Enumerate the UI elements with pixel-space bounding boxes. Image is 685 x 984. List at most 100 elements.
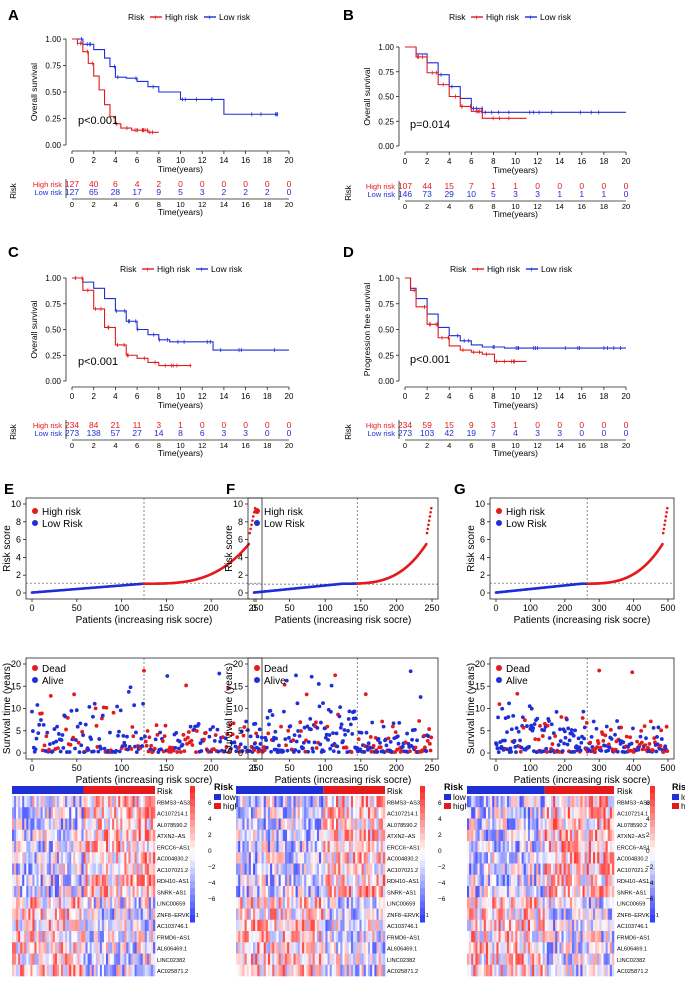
heatmap-cell [61,863,64,876]
heatmap-cell [299,953,303,966]
heatmap-cell [18,818,21,831]
heatmap-cell [146,942,150,954]
heatmap-cell [597,796,600,808]
alive-point [73,746,77,751]
risk-table-x-tick: 6 [469,202,473,211]
heatmap-cell [380,807,384,819]
heatmap-cell [331,829,335,842]
heatmap-cell [26,841,29,853]
risk-table-x-tick: 16 [241,200,249,209]
heatmap-cell [265,886,269,898]
heatmap-cell [22,841,25,853]
legend-high-label: High risk [486,12,520,22]
panel-letter: A [8,7,19,24]
heatmap-cell [58,931,62,943]
heatmap-cell [263,897,267,909]
y-tick-label: 0 [238,588,243,598]
risk-table-high-count: 0 [222,420,227,430]
heatmap-cell [348,841,352,853]
heatmap-cell [301,897,305,909]
heatmap-cell [572,852,575,864]
heatmap-cell [95,863,99,876]
heatmap-cell [306,874,309,887]
heatmap-cell [338,897,341,909]
heatmap-cell [312,841,316,853]
dead-point [170,745,175,750]
legend-low-label: Low risk [541,264,573,274]
heatmap-cell [130,841,133,853]
heatmap-cell [20,942,23,954]
heatmap-cell [52,874,56,887]
heatmap-cell [136,841,139,853]
heatmap-cell [548,818,552,831]
heatmap-cell [259,852,262,864]
heatmap-cell [65,897,68,909]
risk-table-low-count: 0 [602,428,607,438]
alive-point [173,745,178,750]
heatmap-cell [588,829,592,842]
heatmap-cell [122,964,125,977]
heatmap-cell [287,931,290,943]
heatmap-cell [312,964,316,977]
heatmap-cell [105,829,109,842]
heatmap-cell [134,931,137,943]
heatmap-cell [63,919,66,932]
legend-low-label: Low risk [211,264,243,274]
x-tick-label: 16 [577,157,586,166]
heatmap-cell [73,807,76,819]
heatmap-cell [144,829,148,842]
heatmap-cell [485,818,489,831]
dead-point [624,734,629,739]
heatmap-cell [333,818,337,831]
heatmap-cell [344,863,347,876]
heatmap-cell [56,886,60,898]
heatmap-cell [136,953,139,966]
risk-table-low-count: 146 [398,189,412,199]
alive-point [48,742,52,747]
heatmap-cell [304,841,307,853]
heatmap-cell [69,942,72,954]
x-tick-label: 100 [523,603,538,613]
heatmap-cell [112,919,115,932]
heatmap-cell [91,953,95,966]
heatmap-cell [380,796,384,808]
risk-table-high-count: 0 [287,420,292,430]
heatmap-cell [40,796,43,808]
alive-point [636,747,641,752]
heatmap-cell [77,964,80,977]
heatmap-cell [73,964,76,977]
heatmap-cell [588,841,592,853]
heatmap-cell [124,874,127,887]
heatmap-cell [63,953,66,966]
heatmap-cell [124,897,127,909]
heatmap-cell [12,908,15,921]
heatmap-cell [34,908,37,921]
heatmap-cell [304,897,307,909]
heatmap-cell [282,919,286,932]
heatmap-cell [287,807,290,819]
heatmap-cell [367,897,371,909]
heatmap-cell [297,841,301,853]
heatmap-cell [265,818,269,831]
dead-point [650,748,655,753]
heatmap-cell [338,886,341,898]
heatmap-cell [61,942,64,954]
heatmap-cell [350,818,354,831]
heatmap-cell [73,863,76,876]
dead-point [154,723,159,728]
risk-table-low-count: 3 [535,189,540,199]
dead-point [183,737,188,742]
heatmap-cell [124,953,127,966]
alive-point [565,742,570,747]
alive-point [503,738,507,743]
heatmap-cell [128,841,131,853]
risk-table-high-count: 4 [135,179,140,189]
risk-table-x-tick: 12 [533,441,541,450]
heatmap-cell [367,886,371,898]
risk-table-x-tick: 14 [220,200,228,209]
heatmap-cell [61,953,64,966]
heatmap-cell [267,829,271,842]
heatmap-cell [310,829,313,842]
heatmap-cell [370,964,373,977]
risk-table-x-tick: 2 [92,441,96,450]
